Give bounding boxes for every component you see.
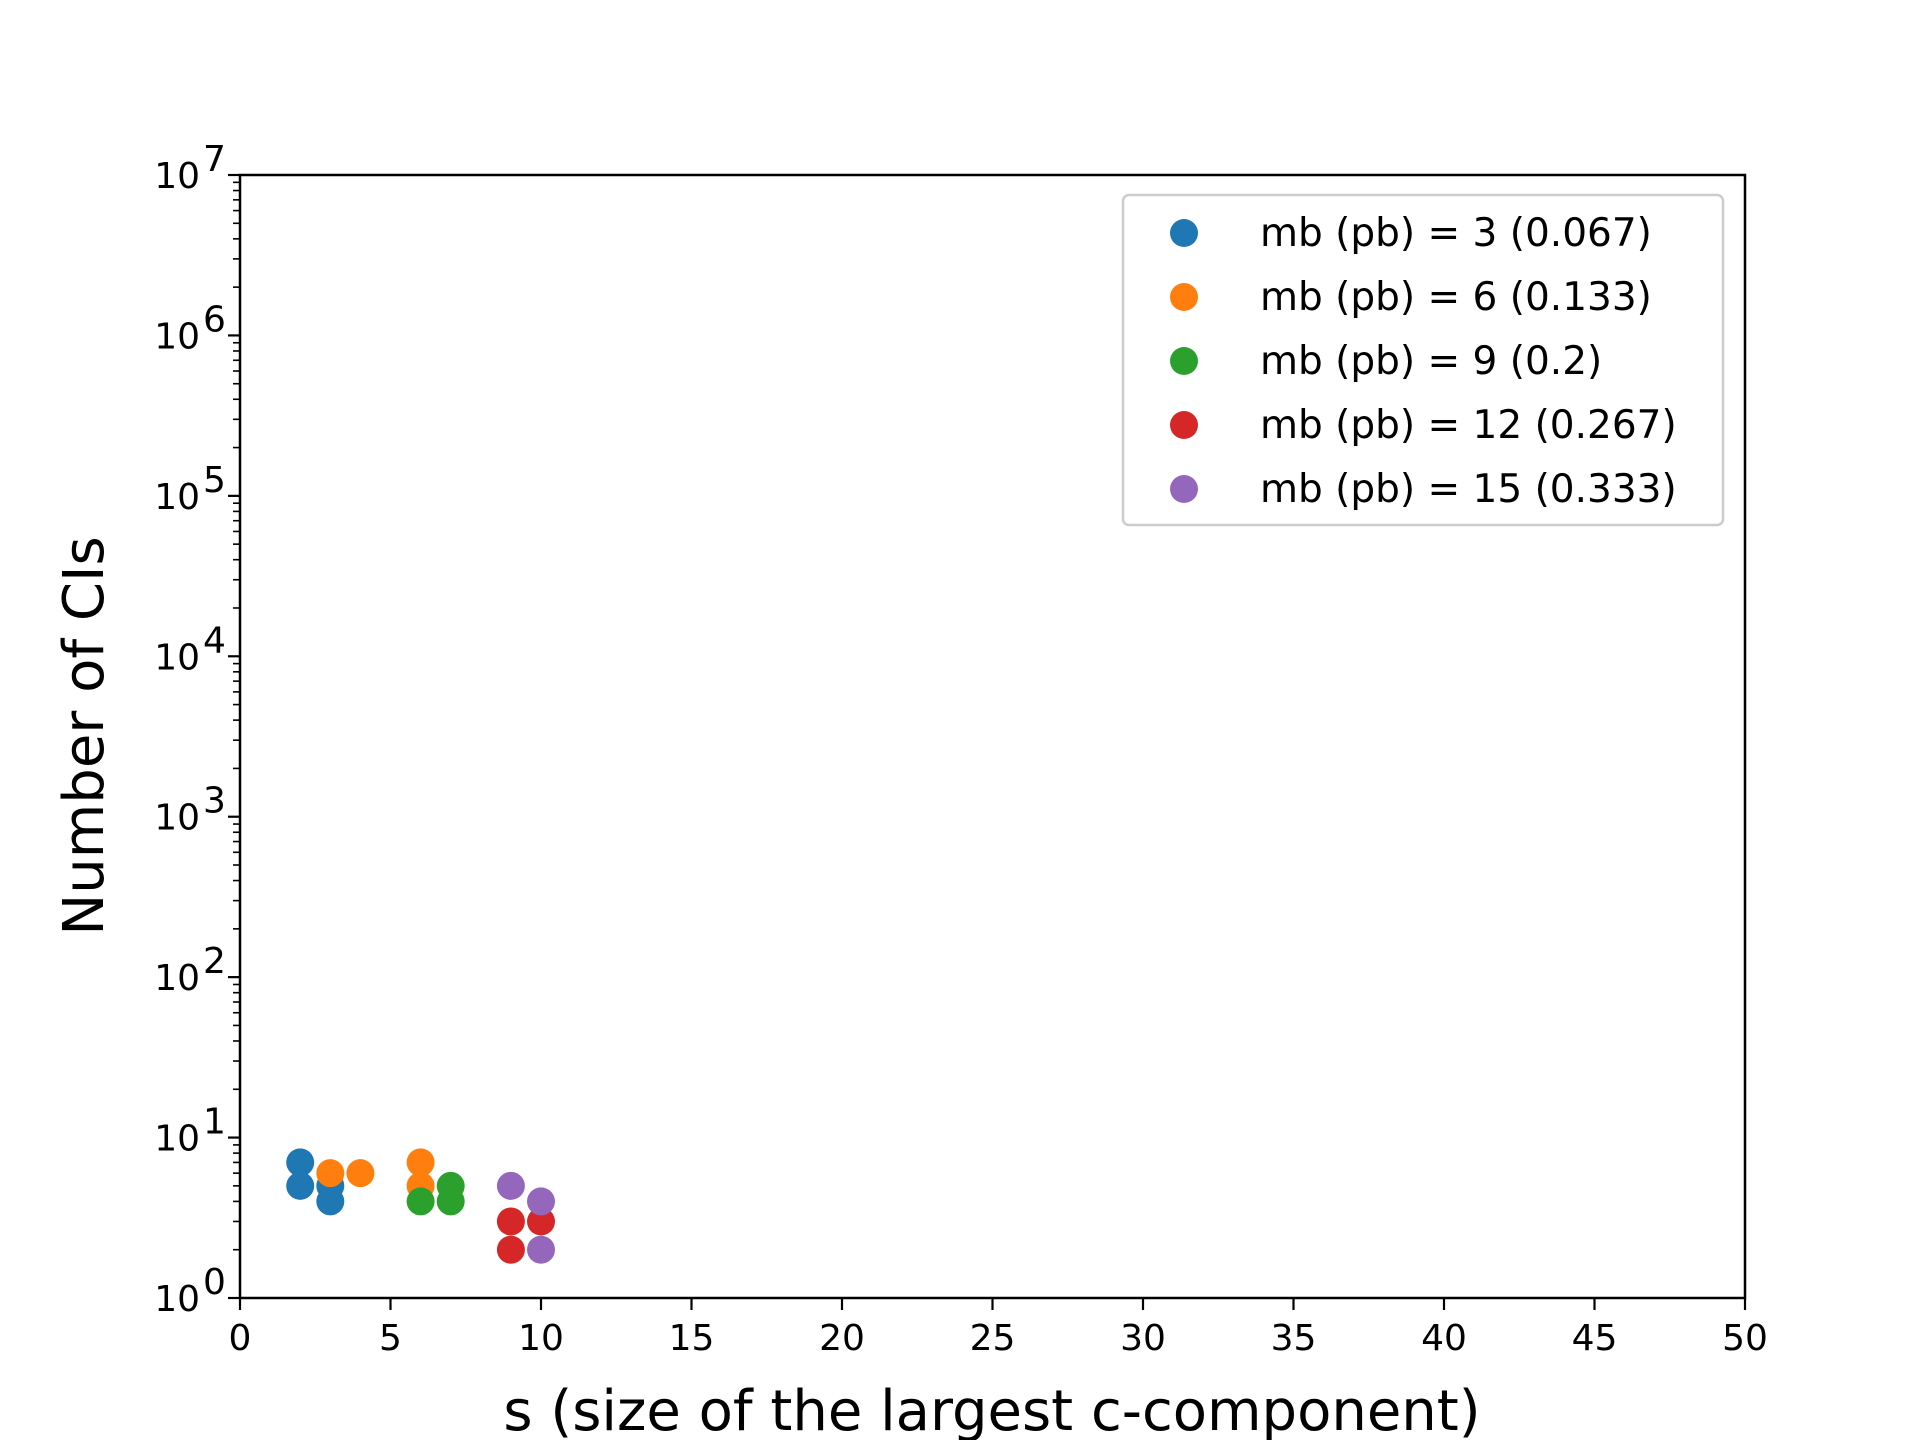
- legend-label: mb (pb) = 3 (0.067): [1260, 211, 1652, 256]
- data-point: [496, 1235, 525, 1264]
- x-tick-label: 40: [1421, 1318, 1467, 1359]
- data-point: [496, 1207, 525, 1236]
- x-tick-label: 20: [819, 1318, 865, 1359]
- data-point: [286, 1148, 315, 1177]
- x-tick-label: 30: [1120, 1318, 1166, 1359]
- y-tick-label: 10: [154, 958, 200, 999]
- legend-label: mb (pb) = 15 (0.333): [1260, 467, 1677, 512]
- y-tick-exponent: 3: [203, 781, 226, 822]
- legend: mb (pb) = 3 (0.067) mb (pb) = 6 (0.133) mb…: [1121, 193, 1725, 527]
- data-point: [346, 1159, 375, 1188]
- data-point: [406, 1148, 435, 1177]
- data-point: [496, 1171, 525, 1200]
- y-tick-exponent: 6: [203, 299, 226, 340]
- x-tick-label: 5: [379, 1318, 402, 1359]
- y-axis-label: Number of CIs: [52, 536, 117, 935]
- y-tick-label: 10: [154, 156, 200, 197]
- y-tick-label: 10: [154, 637, 200, 678]
- data-point: [527, 1235, 555, 1264]
- legend-label: mb (pb) = 12 (0.267): [1260, 403, 1677, 448]
- legend-marker: [1170, 475, 1198, 503]
- legend-marker: [1170, 347, 1198, 375]
- legend-marker: [1170, 283, 1198, 311]
- y-tick-exponent: 1: [203, 1102, 226, 1143]
- y-tick-exponent: 5: [203, 460, 226, 501]
- y-tick-exponent: 4: [203, 620, 226, 661]
- x-tick-label: 25: [970, 1318, 1016, 1359]
- x-tick-label: 45: [1572, 1318, 1618, 1359]
- x-tick-label: 10: [518, 1318, 564, 1359]
- data-point: [436, 1187, 465, 1216]
- legend-label: mb (pb) = 9 (0.2): [1260, 339, 1602, 384]
- legend-marker: [1170, 411, 1198, 439]
- x-tick-label: 50: [1722, 1318, 1768, 1359]
- x-tick-label: 0: [229, 1318, 252, 1359]
- y-tick-exponent: 0: [203, 1262, 226, 1303]
- x-tick-label: 15: [669, 1318, 715, 1359]
- y-tick-label: 10: [154, 1119, 200, 1160]
- legend-marker: [1170, 219, 1198, 247]
- y-tick-exponent: 7: [203, 139, 226, 180]
- y-tick-label: 10: [154, 798, 200, 839]
- data-point: [286, 1171, 315, 1200]
- y-tick-label: 10: [154, 316, 200, 357]
- data-point: [527, 1207, 555, 1236]
- x-tick-label: 35: [1271, 1318, 1317, 1359]
- y-tick-label: 10: [154, 477, 200, 518]
- data-point: [316, 1159, 345, 1188]
- x-axis-label: s (size of the largest c-component): [503, 1379, 1480, 1440]
- data-point: [406, 1187, 435, 1216]
- y-tick-label: 10: [154, 1279, 200, 1320]
- legend-label: mb (pb) = 6 (0.133): [1260, 275, 1652, 320]
- legend-frame: [1121, 193, 1725, 527]
- data-point: [527, 1187, 555, 1216]
- y-tick-exponent: 2: [203, 941, 226, 982]
